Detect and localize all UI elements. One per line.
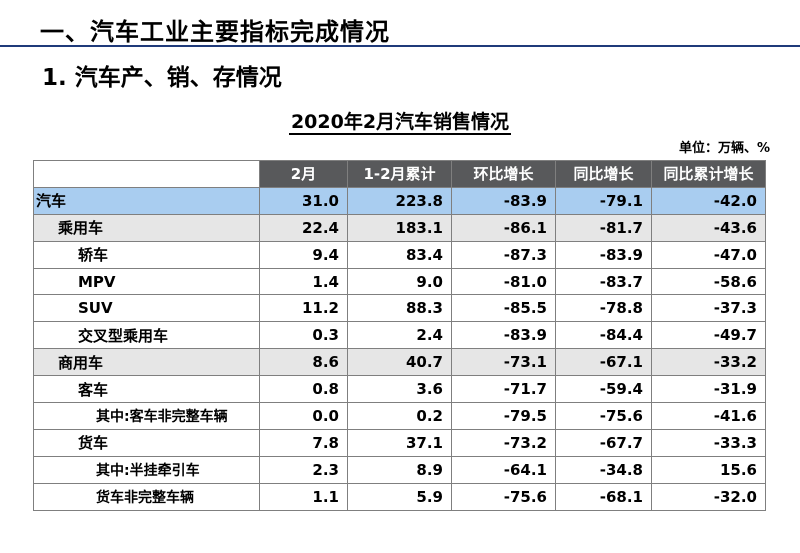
cell-value: 8.9 (347, 455, 452, 484)
cell-value: 0.3 (259, 321, 348, 350)
cell-value: -37.3 (651, 294, 766, 323)
table-row: 货车 7.8 37.1 -73.2 -67.7 -33.3 (33, 428, 766, 457)
cell-value: 40.7 (347, 348, 452, 377)
cell-value: -67.1 (555, 348, 652, 377)
row-label: SUV (33, 294, 260, 323)
cell-value: -83.9 (555, 240, 652, 269)
cell-value: -83.7 (555, 267, 652, 296)
row-label: 其中:客车非完整车辆 (33, 402, 260, 430)
cell-value: -42.0 (651, 186, 766, 215)
row-label: 其中:半挂牵引车 (33, 455, 260, 484)
row-label: MPV (33, 267, 260, 296)
row-label: 客车 (33, 375, 260, 404)
table-header-row: 2月 1-2月累计 环比增长 同比增长 同比累计增长 (33, 160, 766, 188)
cell-value: -84.4 (555, 321, 652, 350)
cell-value: 2.4 (347, 321, 452, 350)
table-title-text: 2020年2月汽车销售情况 (288, 111, 512, 135)
cell-value: 1.4 (259, 267, 348, 296)
cell-value: 31.0 (259, 186, 348, 215)
unit-note: 单位：万辆、% (678, 141, 770, 156)
cell-value: -33.2 (651, 348, 766, 377)
cell-value: 7.8 (259, 428, 348, 457)
cell-value: -59.4 (555, 375, 652, 404)
cell-value: -83.9 (451, 186, 556, 215)
cell-value: 0.2 (347, 402, 452, 430)
row-label: 货车非完整车辆 (33, 482, 260, 511)
cell-value: -73.1 (451, 348, 556, 377)
cell-value: -81.0 (451, 267, 556, 296)
cell-value: 11.2 (259, 294, 348, 323)
row-label: 轿车 (33, 240, 260, 269)
cell-value: 223.8 (347, 186, 452, 215)
title-divider (0, 45, 800, 47)
table-row: 汽车 31.0 223.8 -83.9 -79.1 -42.0 (33, 186, 766, 215)
sales-table: 2月 1-2月累计 环比增长 同比增长 同比累计增长 汽车 31.0 223.8… (33, 160, 766, 511)
cell-value: -32.0 (651, 482, 766, 511)
table-row: 其中:客车非完整车辆 0.0 0.2 -79.5 -75.6 -41.6 (33, 402, 766, 430)
row-label: 乘用车 (33, 213, 260, 242)
cell-value: 9.0 (347, 267, 452, 296)
cell-value: -81.7 (555, 213, 652, 242)
section-title: 1. 汽车产、销、存情况 (42, 65, 282, 91)
table-row: 乘用车 22.4 183.1 -86.1 -81.7 -43.6 (33, 213, 766, 242)
table-row: 其中:半挂牵引车 2.3 8.9 -64.1 -34.8 15.6 (33, 455, 766, 484)
cell-value: -87.3 (451, 240, 556, 269)
col-header-mom: 环比增长 (451, 160, 556, 188)
table-row: 商用车 8.6 40.7 -73.1 -67.1 -33.2 (33, 348, 766, 377)
table-row: SUV 11.2 88.3 -85.5 -78.8 -37.3 (33, 294, 766, 323)
cell-value: 15.6 (651, 455, 766, 484)
row-label: 商用车 (33, 348, 260, 377)
cell-value: -85.5 (451, 294, 556, 323)
header-blank-cell (33, 160, 260, 188)
col-header-month: 2月 (259, 160, 348, 188)
table-row: 交叉型乘用车 0.3 2.4 -83.9 -84.4 -49.7 (33, 321, 766, 350)
cell-value: 183.1 (347, 213, 452, 242)
cell-value: 83.4 (347, 240, 452, 269)
cell-value: 0.8 (259, 375, 348, 404)
cell-value: -83.9 (451, 321, 556, 350)
cell-value: 37.1 (347, 428, 452, 457)
cell-value: 2.3 (259, 455, 348, 484)
table-title: 2020年2月汽车销售情况 (0, 107, 800, 135)
cell-value: 88.3 (347, 294, 452, 323)
cell-value: -79.5 (451, 402, 556, 430)
cell-value: -43.6 (651, 213, 766, 242)
row-label: 交叉型乘用车 (33, 321, 260, 350)
cell-value: 5.9 (347, 482, 452, 511)
cell-value: -71.7 (451, 375, 556, 404)
cell-value: -49.7 (651, 321, 766, 350)
row-label: 货车 (33, 428, 260, 457)
cell-value: -78.8 (555, 294, 652, 323)
cell-value: -34.8 (555, 455, 652, 484)
col-header-cumulative: 1-2月累计 (347, 160, 452, 188)
cell-value: -67.7 (555, 428, 652, 457)
table-row: 货车非完整车辆 1.1 5.9 -75.6 -68.1 -32.0 (33, 482, 766, 511)
cell-value: 8.6 (259, 348, 348, 377)
col-header-yoy: 同比增长 (555, 160, 652, 188)
row-label: 汽车 (33, 186, 260, 215)
cell-value: -79.1 (555, 186, 652, 215)
cell-value: 1.1 (259, 482, 348, 511)
cell-value: -68.1 (555, 482, 652, 511)
cell-value: -75.6 (451, 482, 556, 511)
cell-value: 3.6 (347, 375, 452, 404)
cell-value: -47.0 (651, 240, 766, 269)
cell-value: -58.6 (651, 267, 766, 296)
cell-value: 22.4 (259, 213, 348, 242)
table-row: 客车 0.8 3.6 -71.7 -59.4 -31.9 (33, 375, 766, 404)
table-row: MPV 1.4 9.0 -81.0 -83.7 -58.6 (33, 267, 766, 296)
cell-value: -86.1 (451, 213, 556, 242)
cell-value: 0.0 (259, 402, 348, 430)
cell-value: -73.2 (451, 428, 556, 457)
table-row: 轿车 9.4 83.4 -87.3 -83.9 -47.0 (33, 240, 766, 269)
cell-value: -33.3 (651, 428, 766, 457)
col-header-yoy-cumulative: 同比累计增长 (651, 160, 766, 188)
cell-value: -64.1 (451, 455, 556, 484)
cell-value: -41.6 (651, 402, 766, 430)
cell-value: -75.6 (555, 402, 652, 430)
cell-value: 9.4 (259, 240, 348, 269)
slide-title: 一、汽车工业主要指标完成情况 (40, 18, 390, 46)
cell-value: -31.9 (651, 375, 766, 404)
